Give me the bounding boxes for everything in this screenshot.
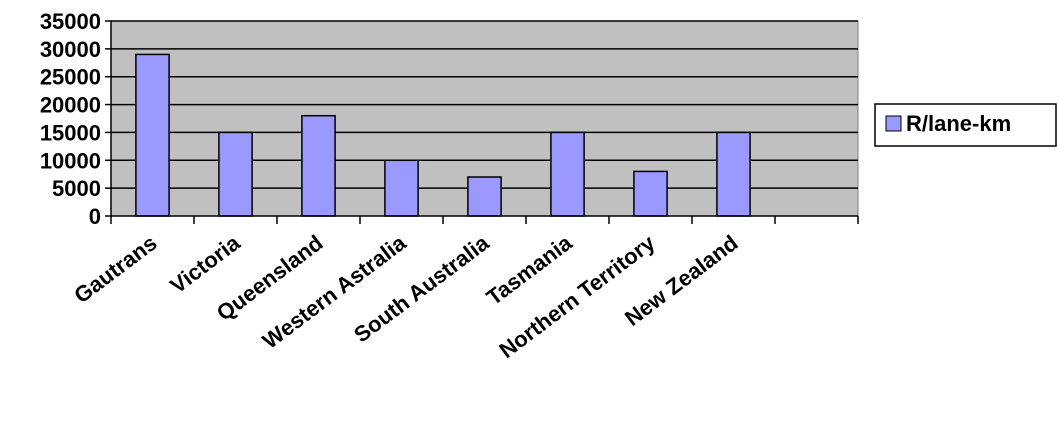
x-axis-ticks [110, 216, 859, 224]
bar [550, 131, 585, 217]
bar [633, 170, 668, 217]
legend-label: R/lane-km [906, 111, 1011, 136]
y-tick-label: 15000 [40, 120, 101, 145]
y-tick-label: 0 [89, 204, 101, 229]
bars [135, 53, 751, 217]
x-category-label: Northern Territory [494, 230, 660, 363]
y-tick-label: 25000 [40, 65, 101, 90]
legend-box [874, 103, 1057, 147]
y-tick-label: 20000 [40, 93, 101, 118]
bar [135, 53, 170, 217]
bar [384, 159, 419, 217]
x-category-label: Gautrans [69, 230, 161, 308]
y-tick-label: 5000 [52, 176, 101, 201]
bar [467, 176, 502, 217]
legend-swatch [885, 115, 902, 132]
x-category-label: Western Astralia [258, 230, 411, 354]
legend: R/lane-km [874, 103, 1057, 147]
y-tick-label: 30000 [40, 37, 101, 62]
y-tick-label: 10000 [40, 148, 101, 173]
x-category-label: Victoria [165, 230, 245, 299]
bar [716, 131, 751, 217]
y-tick-label: 35000 [40, 9, 101, 34]
bar [218, 131, 253, 217]
bar [301, 114, 336, 217]
